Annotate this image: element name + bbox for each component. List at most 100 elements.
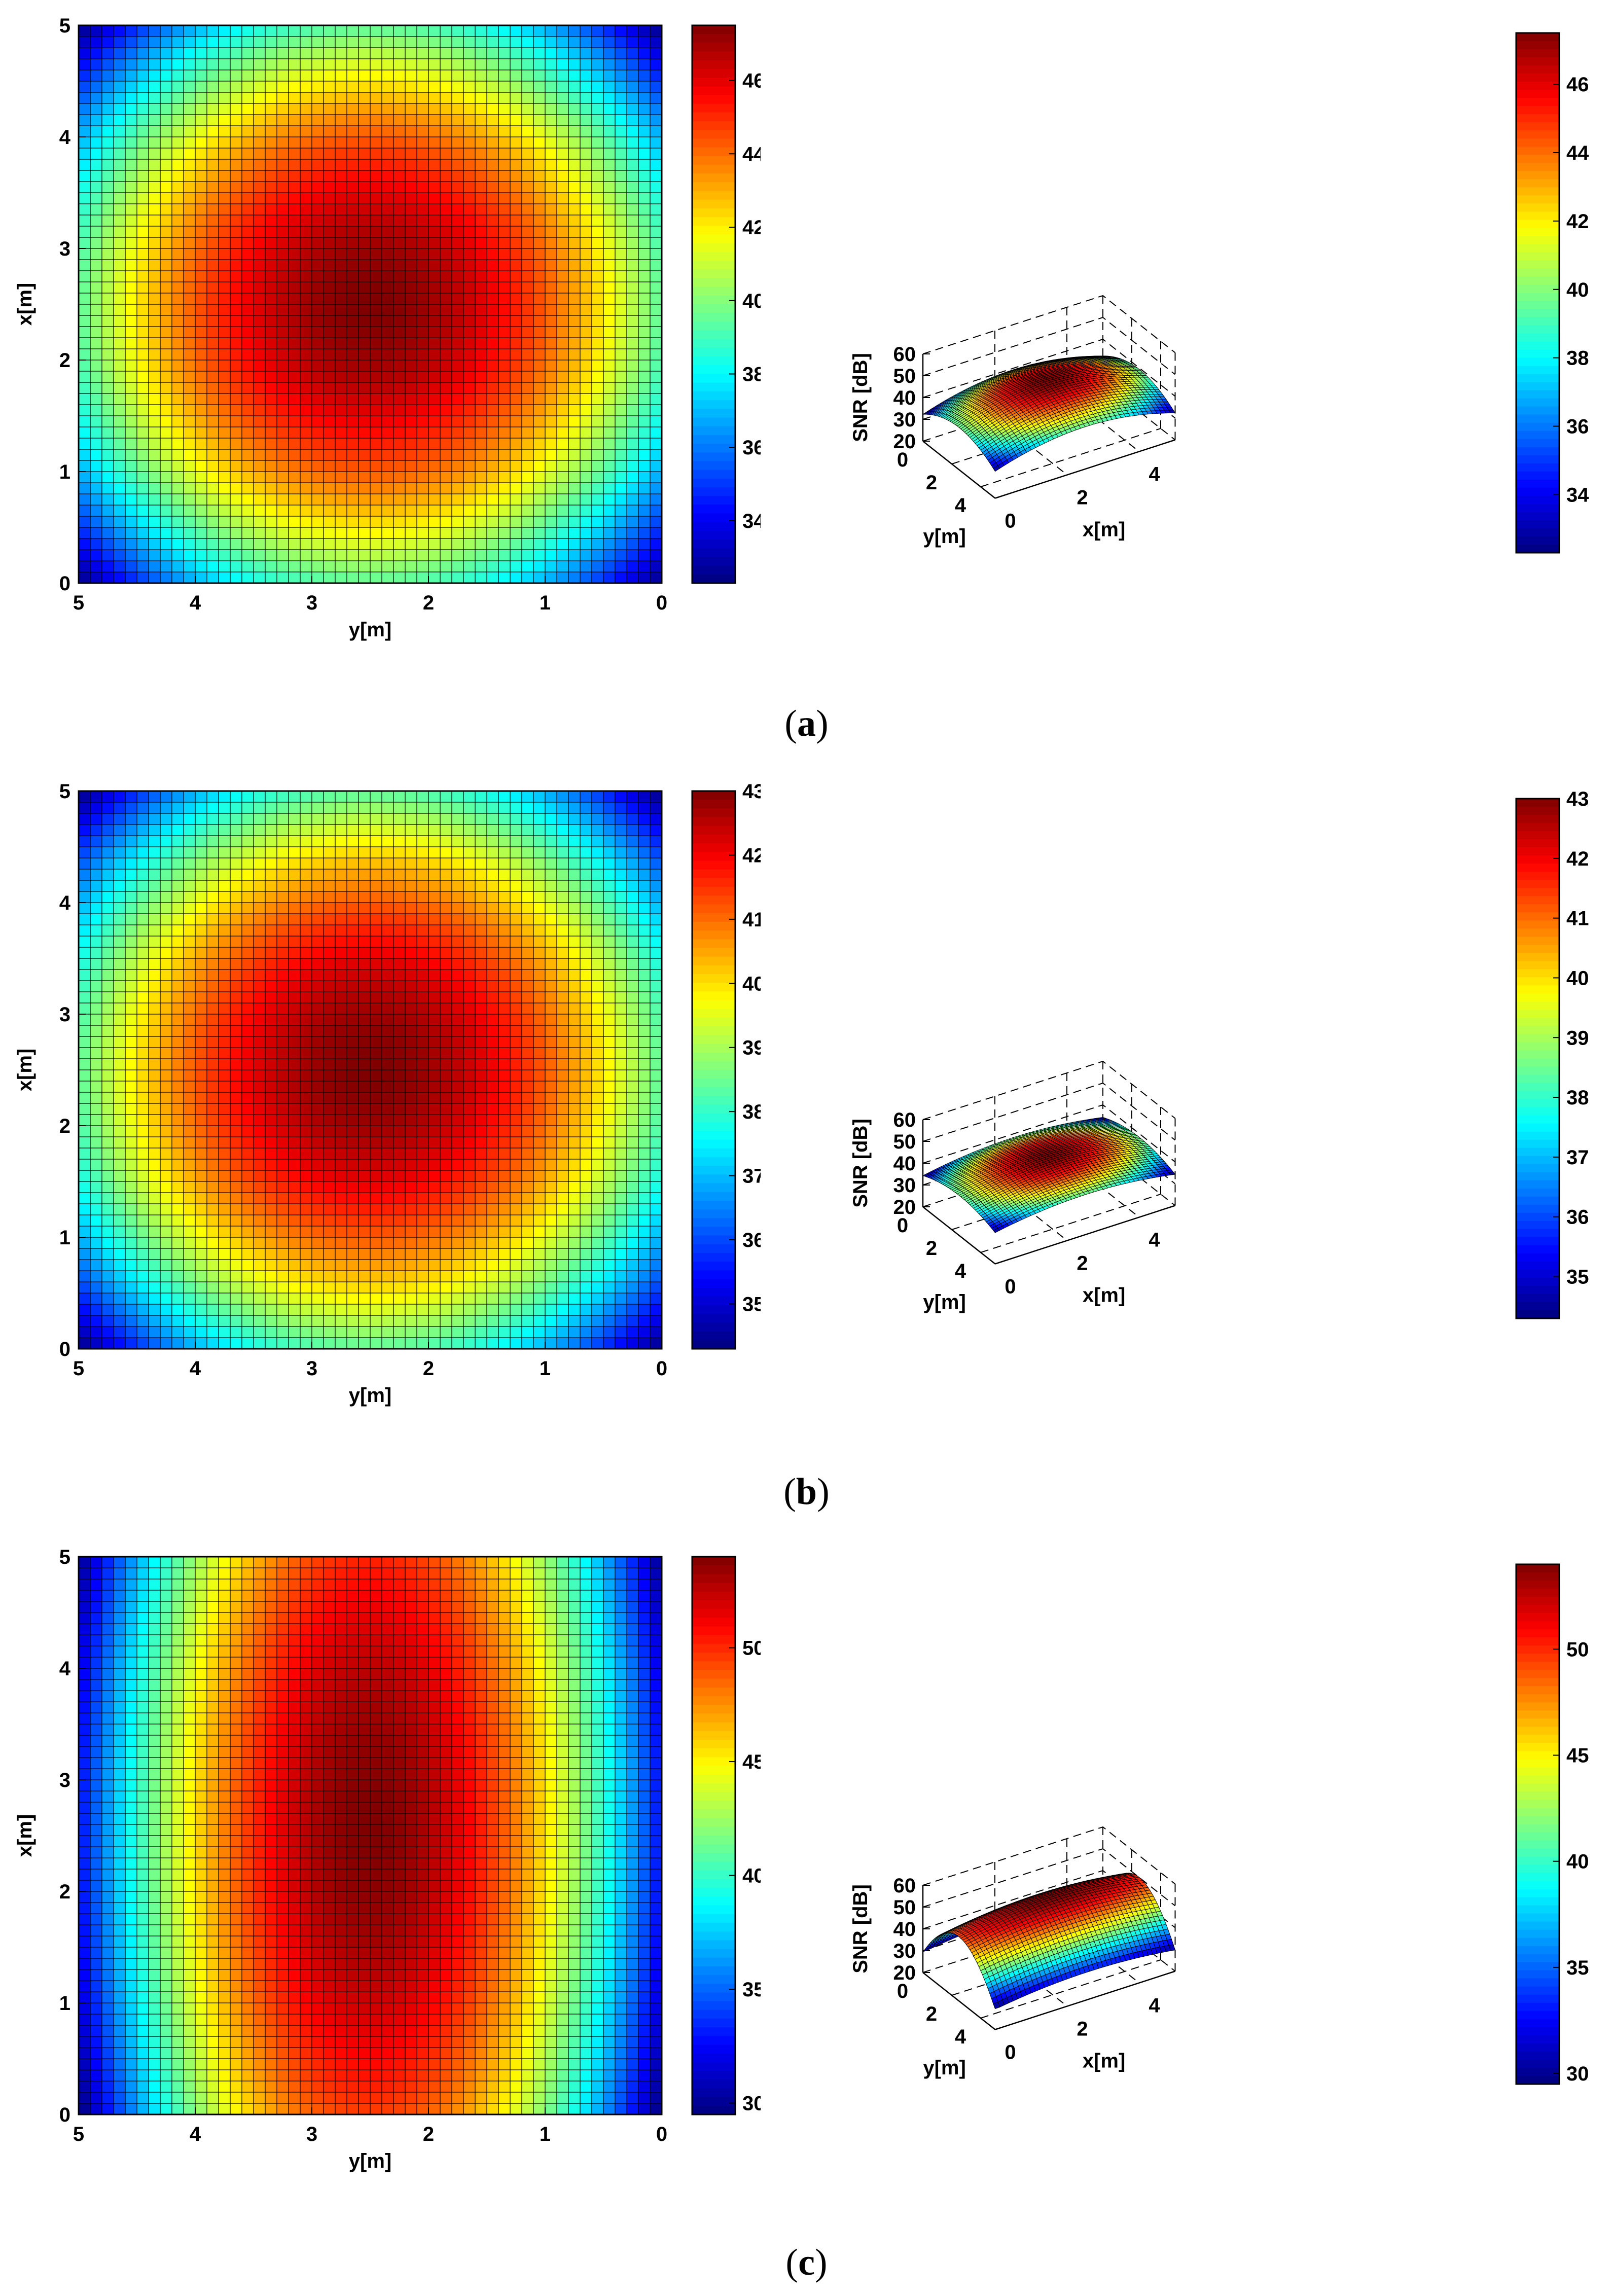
heatmap-cell: [101, 1270, 114, 1282]
heatmap-cell: [568, 482, 581, 494]
heatmap-cell: [428, 203, 441, 216]
heatmap-cell: [521, 560, 534, 572]
heatmap-cell: [580, 337, 592, 349]
heatmap-cell: [78, 1270, 91, 1282]
heatmap-cell: [335, 103, 347, 115]
heatmap-cell: [300, 203, 312, 216]
panel-b: 5 4 3 2 1 0 0 1 2 3 4 5 y[m] x[m] 35 36 37 38 39 40 41 42 43 2…: [0, 766, 1613, 1531]
heatmap-cell: [626, 81, 639, 93]
heatmap-cell: [276, 571, 289, 584]
heatmap-cell: [230, 293, 242, 305]
heatmap-cell: [160, 1259, 172, 1271]
heatmap-cell: [160, 835, 172, 847]
heatmap-cell: [136, 913, 149, 925]
heatmap-cell: [626, 58, 639, 70]
heatmap-cell: [440, 471, 452, 483]
heatmap-cells: [78, 25, 662, 584]
heatmap-cell: [160, 281, 172, 294]
heatmap-cell: [393, 114, 406, 126]
heatmap-cell: [206, 824, 219, 836]
heatmap-cell: [591, 360, 604, 372]
heatmap-cell: [253, 326, 266, 338]
heatmap-cell: [358, 438, 371, 450]
heatmap-cell: [78, 493, 91, 506]
heatmap-cell: [591, 460, 604, 472]
heatmap-cell: [148, 326, 161, 338]
heatmap-cell: [300, 81, 312, 93]
heatmap-cell: [556, 81, 569, 93]
heatmap-cell: [90, 237, 102, 249]
heatmap-cell: [218, 1092, 231, 1104]
heatmap-cell: [533, 560, 546, 572]
heatmap-cell: [148, 560, 161, 572]
heatmap-cell: [545, 460, 557, 472]
heatmap-cell: [533, 237, 546, 249]
heatmap-cell: [510, 125, 522, 137]
heatmap-cell: [381, 125, 394, 137]
heatmap-cell: [148, 1058, 161, 1070]
heatmap-cell: [125, 924, 137, 937]
heatmap-cell: [486, 337, 499, 349]
heatmap-cell: [78, 1081, 91, 1093]
heatmap-cell: [428, 538, 441, 550]
heatmap-cell: [381, 571, 394, 584]
heatmap-cell: [626, 281, 639, 294]
heatmap-cell: [475, 348, 487, 361]
heatmap-cell: [160, 571, 172, 584]
heatmap-cell: [323, 81, 336, 93]
heatmap-cell: [370, 337, 382, 349]
heatmap-cell: [148, 438, 161, 450]
heatmap-cell: [148, 371, 161, 383]
heatmap-cell: [545, 181, 557, 193]
heatmap-cell: [346, 92, 359, 104]
heatmap-cell: [335, 471, 347, 483]
colorbar-swatch: [692, 522, 735, 531]
heatmap-cell: [416, 527, 429, 539]
heatmap-cell: [218, 92, 231, 104]
colorbar-swatch: [1516, 536, 1559, 545]
heatmap-cell: [638, 103, 651, 115]
heatmap-cell: [381, 114, 394, 126]
heatmap-cell: [451, 571, 464, 584]
heatmap-cell: [78, 337, 91, 349]
heatmap-cell: [183, 538, 196, 550]
heatmap-cell: [463, 516, 476, 528]
heatmap-cell: [498, 159, 511, 171]
heatmap-cell: [580, 69, 592, 82]
heatmap-cell: [113, 516, 126, 528]
heatmap-cell: [113, 549, 126, 561]
heatmap-cell: [416, 159, 429, 171]
heatmap-cell: [568, 360, 581, 372]
colorbar-swatch: [692, 391, 735, 401]
heatmap-cell: [475, 136, 487, 149]
heatmap-cell: [241, 404, 254, 416]
heatmap-cell: [358, 214, 371, 227]
heatmap-cell: [405, 516, 417, 528]
heatmap-cell: [358, 348, 371, 361]
heatmap-cell: [638, 348, 651, 361]
heatmap-cell: [101, 1058, 114, 1070]
heatmap-cell: [160, 304, 172, 316]
heatmap-cell: [638, 47, 651, 59]
heatmap-cell: [311, 393, 324, 405]
heatmap-cell: [78, 1069, 91, 1082]
heatmap-cell: [521, 549, 534, 561]
colorbar-swatch: [1516, 349, 1559, 358]
heatmap-cell: [265, 170, 277, 182]
heatmap-cell: [136, 159, 149, 171]
heatmap-cell: [148, 505, 161, 517]
heatmap-cell: [206, 1293, 219, 1305]
heatmap-cell: [218, 846, 231, 858]
heatmap-cell: [358, 237, 371, 249]
heatmap-cell: [615, 326, 627, 338]
heatmap-cell: [206, 270, 219, 282]
heatmap-cell: [241, 47, 254, 59]
heatmap-cell: [288, 449, 301, 461]
heatmap-cell: [113, 1293, 126, 1305]
heatmap-cell: [276, 58, 289, 70]
heatmap-cell: [265, 125, 277, 137]
heatmap-cell: [370, 527, 382, 539]
heatmap-cell: [300, 538, 312, 550]
heatmap-cell: [136, 36, 149, 48]
heatmap-cell: [241, 136, 254, 149]
